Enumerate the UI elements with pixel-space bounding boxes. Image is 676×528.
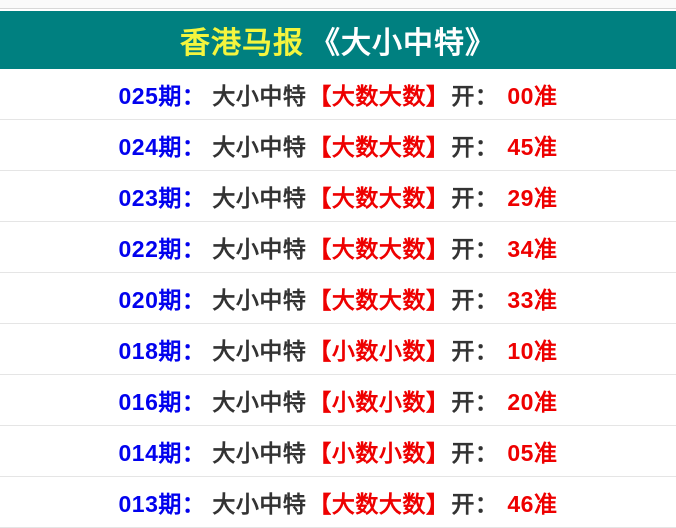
result-row: 020期： 大小中特 【大数大数】 开： 33准 xyxy=(0,273,676,324)
results-list: 025期： 大小中特 【大数大数】 开： 00准 024期： 大小中特 【大数大… xyxy=(0,69,676,528)
pick-label: 大小中特 xyxy=(212,491,307,517)
site-title: 香港马报 xyxy=(180,27,304,60)
result-value: 45准 xyxy=(507,134,558,160)
top-gap xyxy=(0,9,676,11)
result-row: 025期： 大小中特 【大数大数】 开： 00准 xyxy=(0,69,676,120)
result-row: 024期： 大小中特 【大数大数】 开： 45准 xyxy=(0,120,676,171)
result-value: 33准 xyxy=(507,287,558,313)
combo-highlight: 【小数小数】 xyxy=(308,338,450,364)
combo-highlight: 【大数大数】 xyxy=(308,185,450,211)
combo-highlight: 【大数大数】 xyxy=(308,83,450,109)
result-value: 05准 xyxy=(507,440,558,466)
combo-highlight: 【小数小数】 xyxy=(308,389,450,415)
result-value: 00准 xyxy=(507,83,558,109)
result-value: 20准 xyxy=(507,389,558,415)
pick-label: 大小中特 xyxy=(212,185,307,211)
combo-highlight: 【大数大数】 xyxy=(308,287,450,313)
combo-highlight: 【大数大数】 xyxy=(308,491,450,517)
issue-number: 020期： xyxy=(118,287,206,313)
result-row: 023期： 大小中特 【大数大数】 开： 29准 xyxy=(0,171,676,222)
combo-highlight: 【大数大数】 xyxy=(308,236,450,262)
issue-number: 022期： xyxy=(118,236,206,262)
open-label: 开： xyxy=(451,134,499,160)
issue-number: 013期： xyxy=(118,491,206,517)
result-row: 018期： 大小中特 【小数小数】 开： 10准 xyxy=(0,324,676,375)
open-label: 开： xyxy=(451,185,499,211)
pick-label: 大小中特 xyxy=(212,83,307,109)
open-label: 开： xyxy=(451,83,499,109)
combo-highlight: 【大数大数】 xyxy=(308,134,450,160)
result-value: 29准 xyxy=(507,185,558,211)
open-label: 开： xyxy=(451,287,499,313)
issue-number: 014期： xyxy=(118,440,206,466)
result-value: 10准 xyxy=(507,338,558,364)
issue-number: 016期： xyxy=(118,389,206,415)
issue-number: 025期： xyxy=(118,83,206,109)
result-row: 014期： 大小中特 【小数小数】 开： 05准 xyxy=(0,426,676,477)
open-label: 开： xyxy=(451,491,499,517)
page-subtitle: 《大小中特》 xyxy=(310,27,496,60)
pick-label: 大小中特 xyxy=(212,440,307,466)
combo-highlight: 【小数小数】 xyxy=(308,440,450,466)
result-row: 016期： 大小中特 【小数小数】 开： 20准 xyxy=(0,375,676,426)
result-value: 46准 xyxy=(507,491,558,517)
browser-top-strip xyxy=(0,0,676,9)
result-value: 34准 xyxy=(507,236,558,262)
pick-label: 大小中特 xyxy=(212,389,307,415)
page-title: 香港马报 《大小中特》 xyxy=(0,11,676,69)
open-label: 开： xyxy=(451,338,499,364)
pick-label: 大小中特 xyxy=(212,134,307,160)
result-row: 022期： 大小中特 【大数大数】 开： 34准 xyxy=(0,222,676,273)
issue-number: 023期： xyxy=(118,185,206,211)
pick-label: 大小中特 xyxy=(212,338,307,364)
pick-label: 大小中特 xyxy=(212,236,307,262)
result-row: 013期： 大小中特 【大数大数】 开： 46准 xyxy=(0,477,676,528)
open-label: 开： xyxy=(451,440,499,466)
issue-number: 018期： xyxy=(118,338,206,364)
issue-number: 024期： xyxy=(118,134,206,160)
open-label: 开： xyxy=(451,236,499,262)
pick-label: 大小中特 xyxy=(212,287,307,313)
open-label: 开： xyxy=(451,389,499,415)
